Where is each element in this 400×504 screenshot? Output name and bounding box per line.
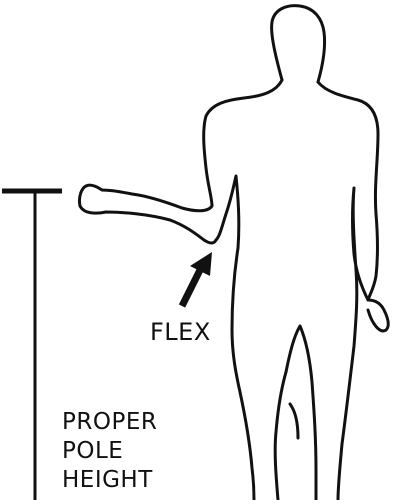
figure-knee-line	[288, 402, 300, 440]
flex-label: FLEX	[150, 318, 211, 346]
figure-right-flank	[336, 186, 370, 502]
human-figure-outline	[78, 4, 390, 502]
pole-height-line-2: POLE	[62, 438, 124, 464]
figure-left-flank	[214, 174, 256, 502]
flex-arrow	[178, 252, 212, 308]
figure-right-arm	[316, 80, 390, 333]
figure-head	[270, 4, 326, 84]
figure-inner-leg	[284, 324, 318, 502]
figure-left-leg	[273, 370, 288, 502]
ski-pole	[2, 188, 62, 500]
pole-height-line-3: HEIGHT	[62, 467, 153, 493]
pole-height-line-1: PROPER	[62, 409, 158, 435]
pole-height-label: PROPER POLE HEIGHT	[62, 408, 157, 495]
flex-arrow-shaft	[178, 264, 206, 308]
figure-bent-arm	[78, 78, 284, 245]
flex-arrow-head	[190, 252, 212, 276]
